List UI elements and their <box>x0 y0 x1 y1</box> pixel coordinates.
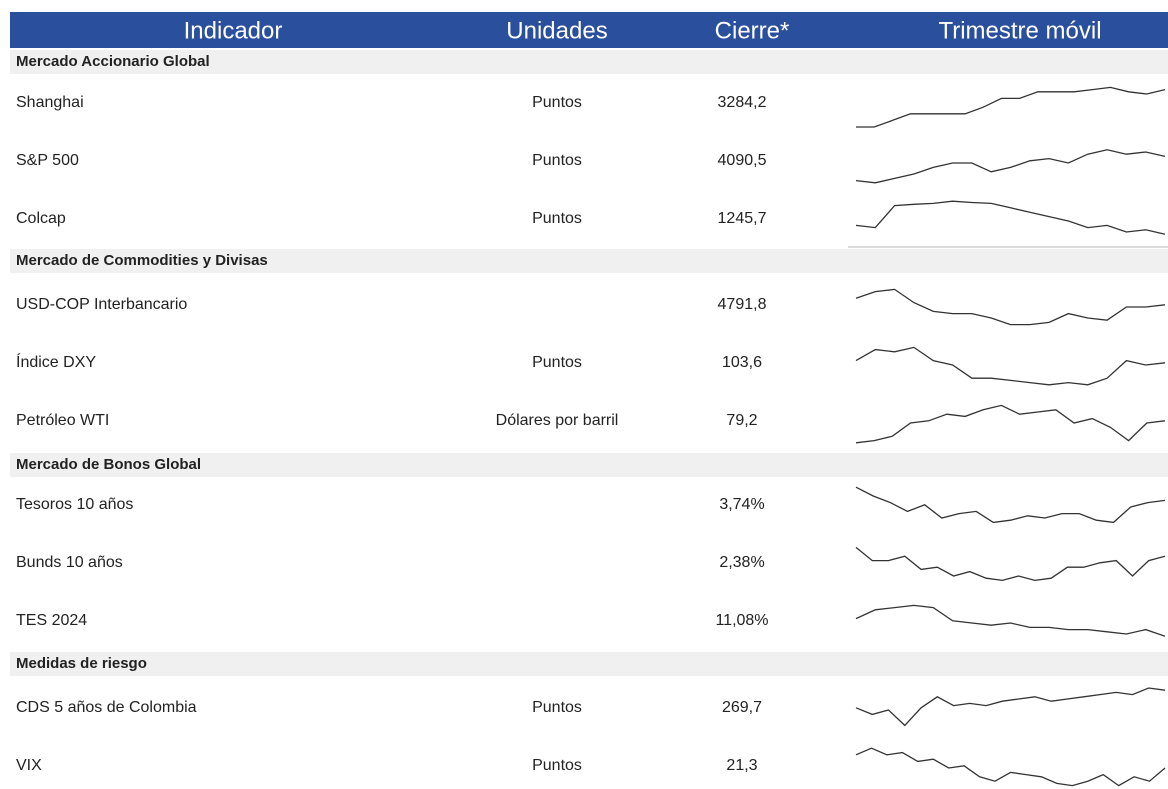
sparkline <box>855 404 1166 444</box>
sparkline <box>855 200 1166 235</box>
close: 11,08% <box>715 612 768 629</box>
close: 1245,7 <box>718 210 767 227</box>
units: Puntos <box>532 94 582 111</box>
sparkline <box>855 747 1166 787</box>
section-bar <box>10 652 1168 676</box>
close: 2,38% <box>719 554 764 571</box>
indicator: Shanghai <box>16 94 84 111</box>
indicator: Índice DXY <box>16 352 96 371</box>
section-title: Mercado Accionario Global <box>16 53 210 70</box>
section-title: Medidas de riesgo <box>16 655 147 672</box>
section-title: Mercado de Commodities y Divisas <box>16 252 268 269</box>
indicator: Colcap <box>16 210 66 227</box>
column-header: Cierre* <box>715 17 790 44</box>
close: 3,74% <box>719 496 764 513</box>
units: Puntos <box>532 699 582 716</box>
indicator: CDS 5 años de Colombia <box>16 699 197 716</box>
sparkline <box>855 687 1166 727</box>
sparkline <box>856 86 1166 128</box>
indicator: Petróleo WTI <box>16 412 109 429</box>
close: 3284,2 <box>718 94 767 111</box>
units: Puntos <box>532 210 582 227</box>
indicator: S&P 500 <box>16 152 79 169</box>
indicator: TES 2024 <box>16 612 87 629</box>
close: 103,6 <box>722 354 762 371</box>
column-header: Trimestre móvil <box>938 17 1101 44</box>
sparkline <box>855 546 1166 582</box>
sparkline <box>855 149 1166 184</box>
close: 4090,5 <box>718 152 767 169</box>
column-header: Indicador <box>184 17 283 44</box>
units: Puntos <box>532 757 582 774</box>
sparkline <box>855 604 1166 637</box>
indicator: USD-COP Interbancario <box>16 296 187 313</box>
indicator: Bunds 10 años <box>16 554 123 571</box>
section-bar <box>10 453 1168 477</box>
close: 79,2 <box>726 412 757 429</box>
close: 21,3 <box>726 757 757 774</box>
units: Dólares por barril <box>496 412 619 429</box>
close: 269,7 <box>722 699 762 716</box>
indicator: VIX <box>16 757 42 774</box>
sparkline <box>855 346 1166 386</box>
section-bar <box>10 50 1168 74</box>
sparkline <box>855 288 1166 326</box>
header-bar <box>10 12 1168 48</box>
units: Puntos <box>532 354 582 371</box>
section-title: Mercado de Bonos Global <box>16 456 201 473</box>
close: 4791,8 <box>718 296 767 313</box>
section-bar <box>10 249 1168 273</box>
indicator: Tesoros 10 años <box>16 496 133 513</box>
sparkline <box>855 486 1166 524</box>
column-header: Unidades <box>506 17 607 44</box>
units: Puntos <box>532 152 582 169</box>
